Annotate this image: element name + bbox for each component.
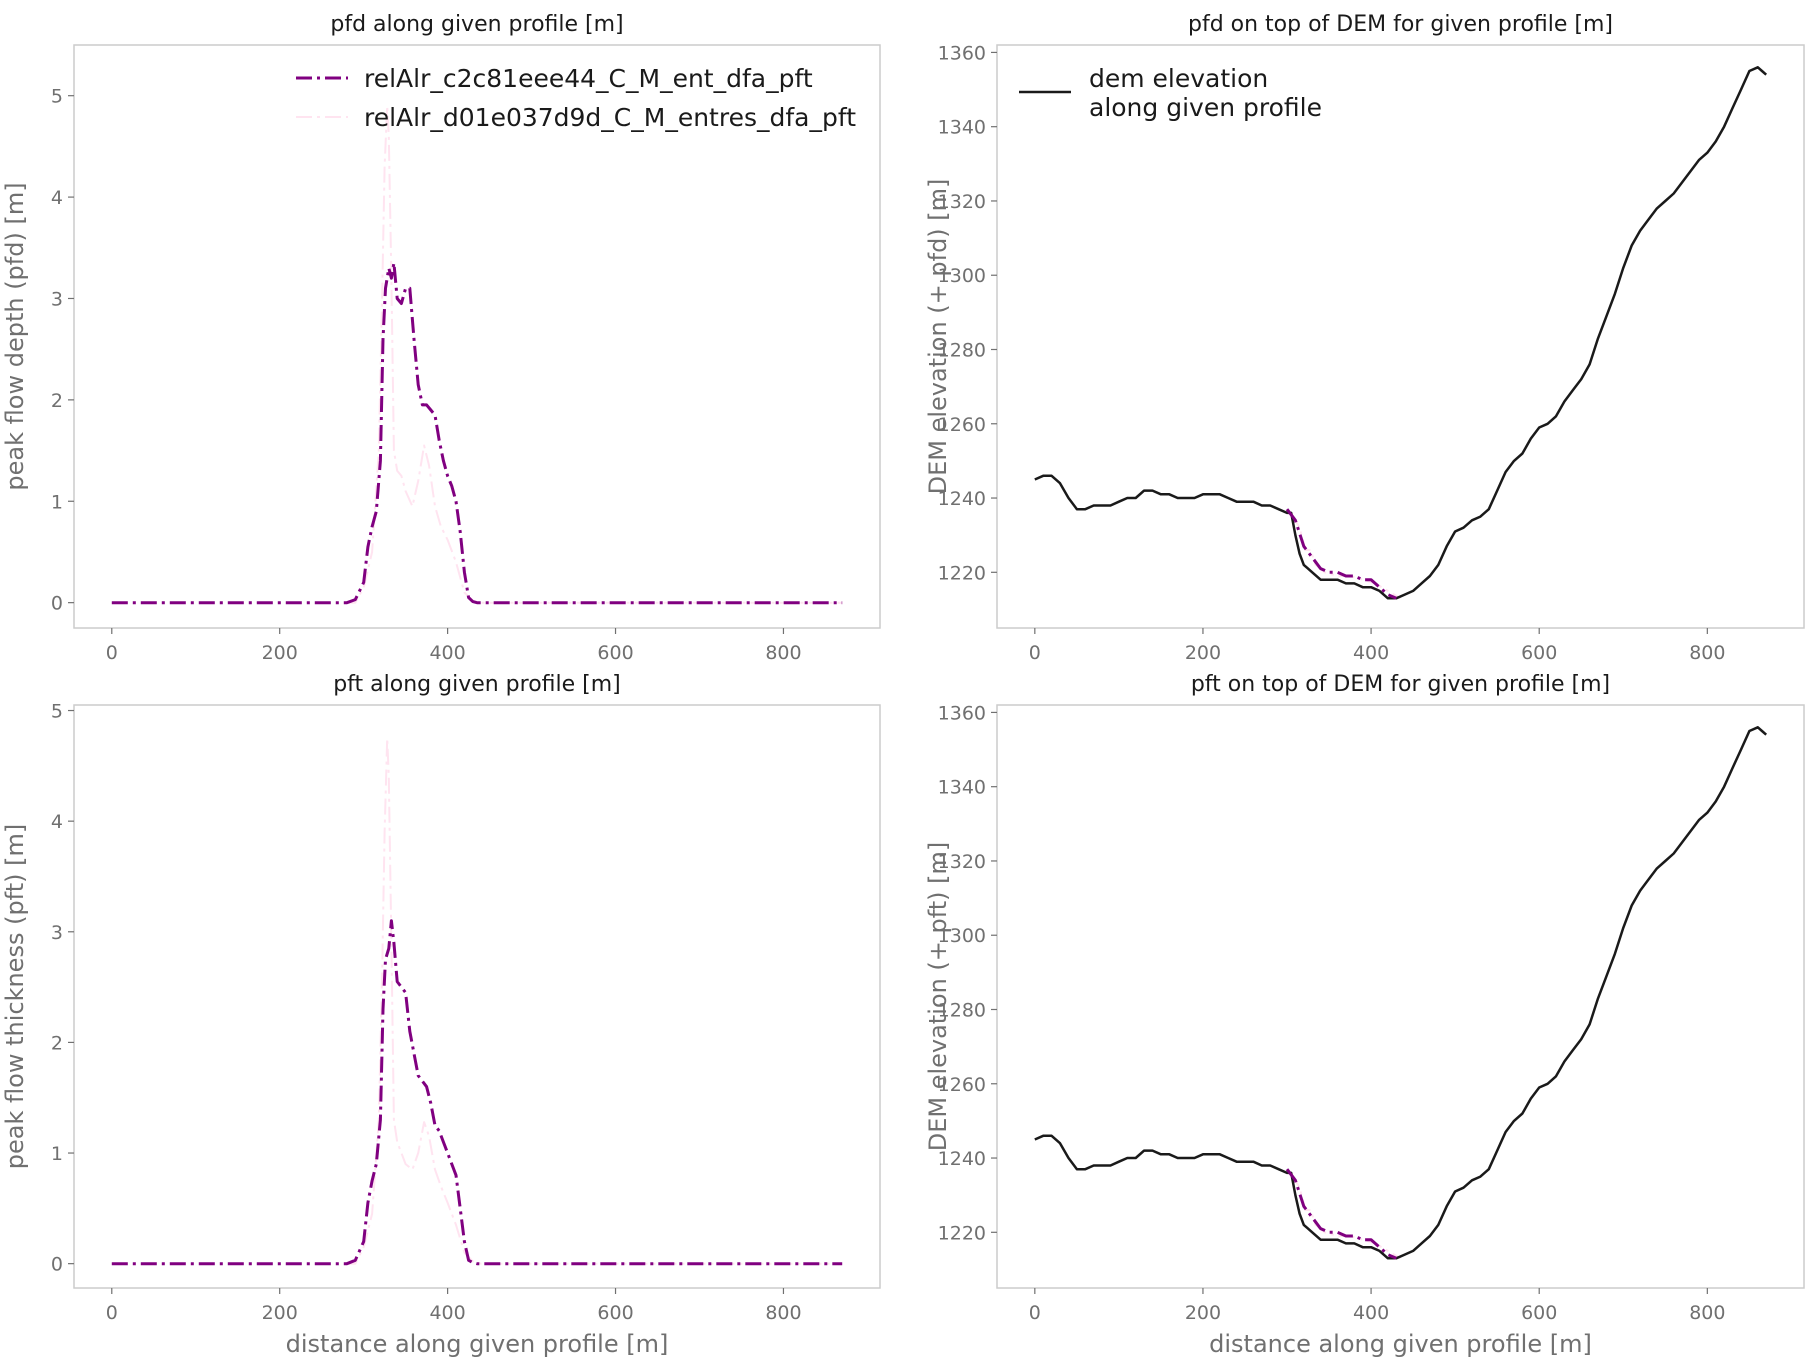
x-tick-label: 0 (106, 642, 118, 664)
y-axis-label: peak flow thickness (pft) [m] (1, 824, 29, 1169)
plot-frame (73, 44, 881, 629)
x-tick-label: 600 (597, 642, 633, 664)
x-tick-label: 200 (262, 642, 298, 664)
y-axis-label: peak flow depth (pfd) [m] (1, 182, 29, 490)
x-tick-label: 800 (1689, 642, 1725, 664)
series-line-2 (111, 737, 843, 1265)
legend-label: dem elevation along given profile (1089, 64, 1322, 122)
x-tick-label: 0 (106, 1302, 118, 1324)
series-line-2 (111, 104, 843, 604)
chart-title: pfd along given profile [m] (330, 12, 623, 37)
x-tick-label: 800 (765, 1302, 801, 1324)
y-tick-label: 1360 (938, 702, 986, 724)
y-tick-label: 2 (51, 1032, 63, 1054)
plot-frame (996, 704, 1805, 1289)
y-axis-label: DEM elevation (+ pfd) [m] (924, 179, 952, 495)
y-tick-label: 3 (51, 922, 63, 944)
x-tick-label: 600 (1521, 642, 1557, 664)
chart-panel-1: 0 200 400 600 800 0 1 2 3 4 5 pfd along given profi… (1, 12, 881, 664)
x-tick-label: 200 (1185, 1302, 1221, 1324)
x-tick-label: 400 (429, 1302, 465, 1324)
x-tick-label: 0 (1029, 1302, 1041, 1324)
x-tick-label: 400 (1353, 642, 1389, 664)
plot-frame (73, 704, 881, 1289)
y-tick-label: 1300 (938, 925, 986, 947)
y-tick-label: 1240 (938, 1148, 986, 1170)
y-axis-label: DEM elevation (+ pft) [m] (924, 842, 952, 1152)
legend-label: relAlr_d01e037d9d_C_M_entres_dfa_pft (364, 103, 856, 132)
y-tick-label: 1280 (938, 999, 986, 1021)
series-line-1 (111, 261, 843, 605)
y-tick-label: 0 (51, 1254, 63, 1276)
x-tick-label: 0 (1029, 642, 1041, 664)
legend: relAlr_c2c81eee44_C_M_ent_dfa_pft relAlr_… (296, 64, 856, 132)
y-tick-label: 1260 (938, 1074, 986, 1096)
series-line-2 (1285, 508, 1397, 600)
y-tick-label: 1 (51, 491, 63, 513)
x-tick-label: 200 (262, 1302, 298, 1324)
chart-title: pft along given profile [m] (333, 672, 621, 697)
chart-panel-2: 0 200 400 600 800 1220 1240 1260 1280 1300 1320 134… (924, 12, 1805, 664)
series-line-2 (1285, 1168, 1397, 1260)
y-tick-label: 1320 (938, 851, 986, 873)
x-tick-label: 600 (1521, 1302, 1557, 1324)
x-tick-label: 800 (765, 642, 801, 664)
y-tick-label: 4 (51, 187, 63, 209)
y-tick-label: 1220 (938, 1222, 986, 1244)
x-tick-label: 400 (1353, 1302, 1389, 1324)
y-tick-label: 1340 (938, 777, 986, 799)
y-tick-label: 1240 (938, 488, 986, 510)
y-tick-label: 1260 (938, 414, 986, 436)
y-tick-label: 4 (51, 811, 63, 833)
series-line-3 (1290, 1172, 1402, 1260)
x-axis-label: distance along given profile [m] (1209, 1330, 1592, 1358)
chart-panel-3: 0 200 400 600 800 0 1 2 3 4 5 pft along given profi… (1, 672, 881, 1358)
y-tick-label: 1360 (938, 42, 986, 64)
y-tick-label: 5 (51, 701, 63, 723)
series-line-1 (111, 919, 843, 1266)
legend: dem elevation along given profile (1019, 64, 1322, 122)
series-line-1 (1034, 726, 1768, 1260)
series-line-3 (1290, 512, 1402, 600)
y-tick-label: 1320 (938, 191, 986, 213)
y-tick-label: 1280 (938, 339, 986, 361)
y-tick-label: 1300 (938, 265, 986, 287)
chart-panel-4: 0 200 400 600 800 1220 1240 1260 1280 1300 1320 134… (924, 672, 1805, 1358)
chart-title: pft on top of DEM for given profile [m] (1191, 672, 1610, 697)
y-tick-label: 1 (51, 1143, 63, 1165)
x-axis-label: distance along given profile [m] (286, 1330, 669, 1358)
y-tick-label: 0 (51, 593, 63, 615)
y-tick-label: 2 (51, 390, 63, 412)
series-line-1 (1034, 66, 1768, 600)
y-tick-label: 3 (51, 288, 63, 310)
x-tick-label: 800 (1689, 1302, 1725, 1324)
chart-title: pfd on top of DEM for given profile [m] (1188, 12, 1613, 37)
x-tick-label: 600 (597, 1302, 633, 1324)
x-tick-label: 400 (429, 642, 465, 664)
x-tick-label: 200 (1185, 642, 1221, 664)
plot-frame (996, 44, 1805, 629)
y-tick-label: 1220 (938, 562, 986, 584)
y-tick-label: 1340 (938, 117, 986, 139)
y-tick-label: 5 (51, 86, 63, 108)
legend-label: relAlr_c2c81eee44_C_M_ent_dfa_pft (364, 64, 813, 93)
